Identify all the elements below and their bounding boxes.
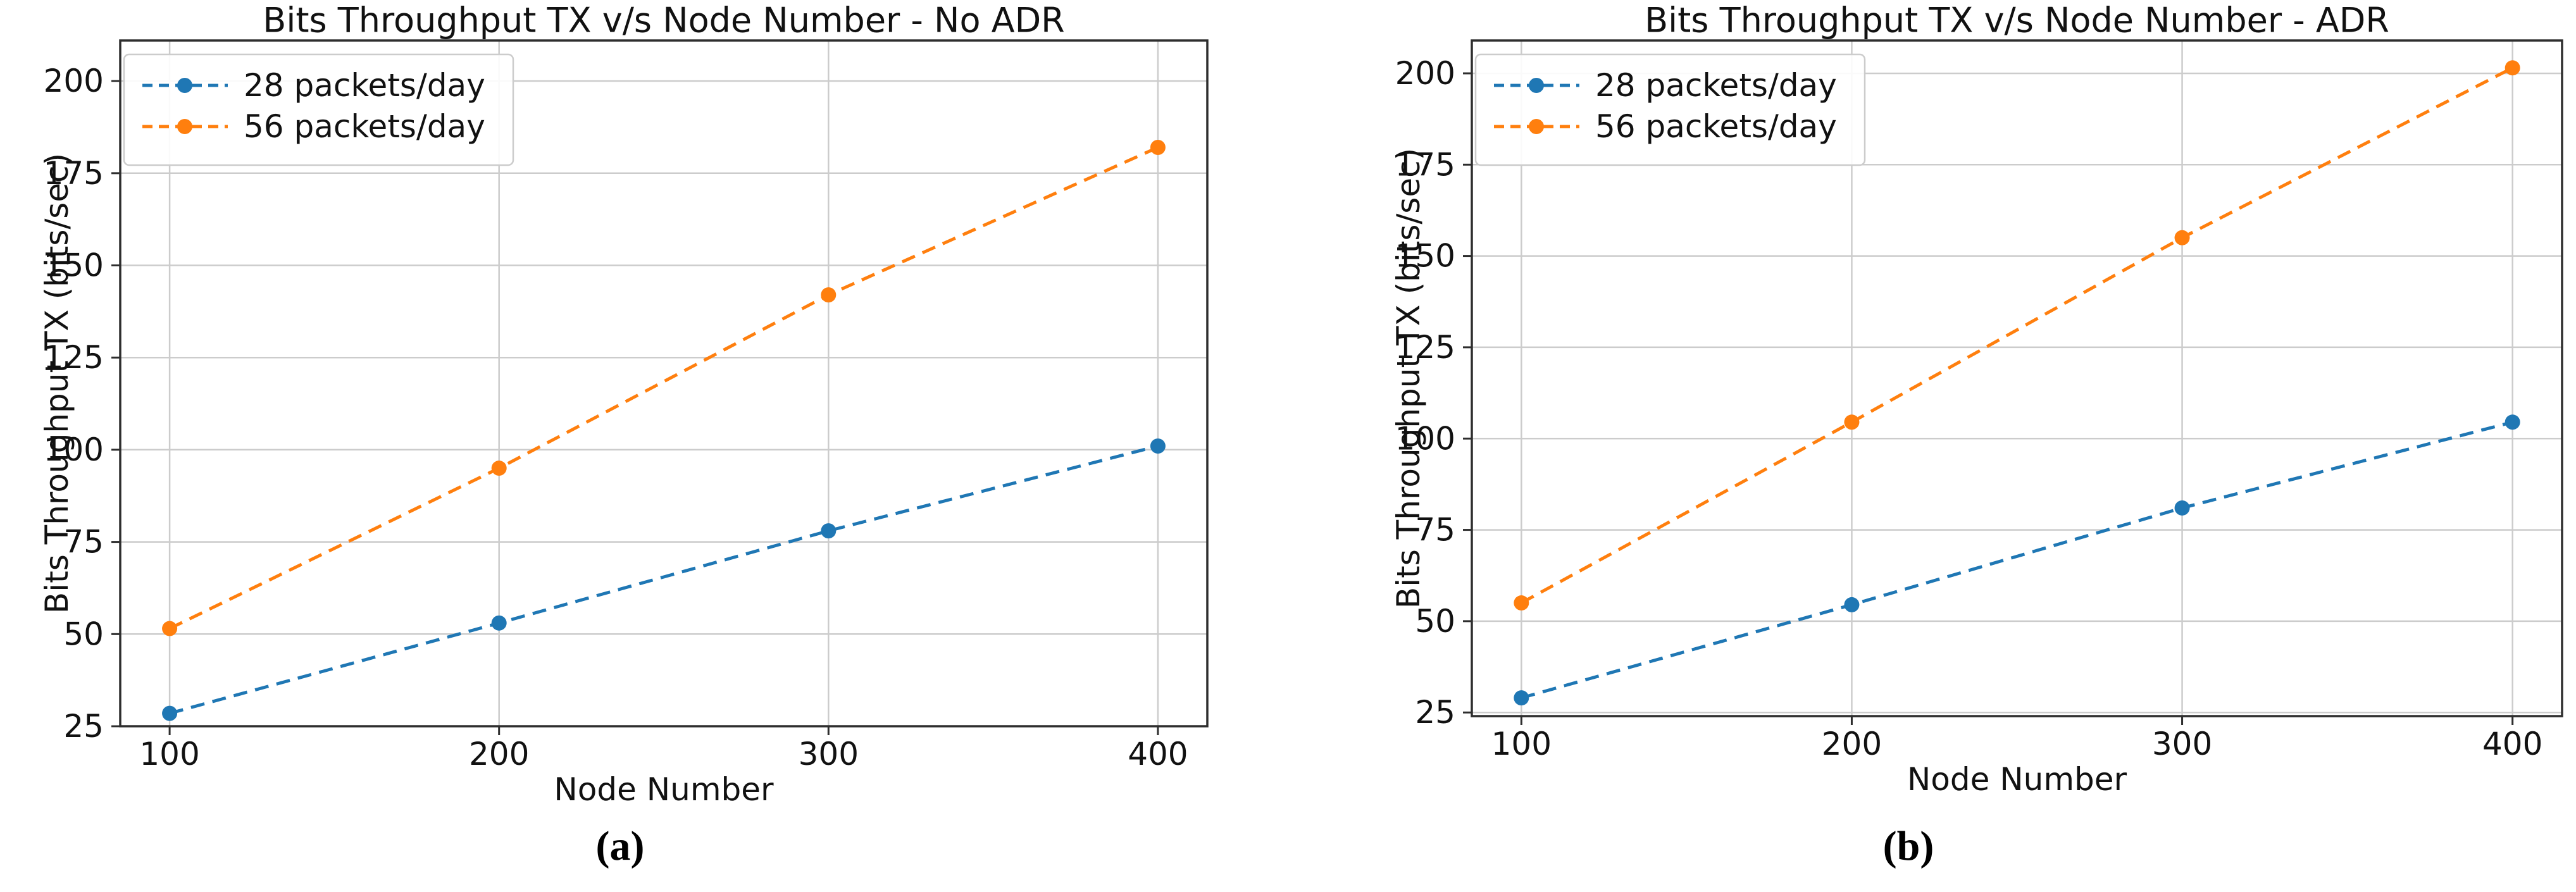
caption-a-close: ) (630, 823, 645, 869)
chart-b-canvas: 25 50 75 100 125 150 175 200 100 200 300 400 28 pack… (1390, 1, 2563, 798)
data-point-marker (491, 461, 507, 476)
y-tick-label: 75 (1415, 512, 1455, 548)
x-tick-label: 100 (1491, 726, 1552, 762)
data-point-marker (2174, 500, 2190, 516)
chart-panel-b: 25 50 75 100 125 150 175 200 100 200 300 400 28 pack… (1288, 0, 2576, 892)
data-point-marker (1150, 140, 1166, 156)
y-tick-label: 100 (44, 431, 104, 468)
series-line (1521, 66, 2513, 605)
y-tick-label: 150 (1395, 238, 1455, 275)
y-axis-label: Bits Throughput TX (bits/sec) (39, 153, 75, 614)
legend-box (1474, 53, 1866, 166)
x-tick-label: 300 (2152, 726, 2212, 762)
legend-sample-marker (1529, 119, 1544, 134)
gridlines (1472, 40, 2562, 716)
series-28-packets-day (162, 438, 1166, 721)
y-tick-label: 50 (1415, 603, 1455, 640)
x-tick-label: 400 (2482, 726, 2542, 762)
legend: 28 packets/day 56 packets/day (1474, 53, 1866, 166)
legend-entry-label: 56 packets/day (1595, 108, 1837, 145)
plot-border (1471, 39, 2563, 717)
legend-entry-label: 28 packets/day (244, 67, 485, 104)
data-point-marker (491, 615, 507, 631)
legend-sample-marker (1529, 78, 1544, 93)
data-point-marker (821, 287, 837, 303)
y-tick-label: 150 (44, 247, 104, 284)
caption-b-letter: b (1896, 823, 1920, 869)
data-point-marker (1844, 414, 1860, 430)
legend-sample-marker (177, 119, 192, 134)
y-tick-label: 175 (44, 155, 104, 192)
y-tick-label: 200 (44, 63, 104, 99)
x-axis-label: Node Number (1907, 761, 2127, 798)
data-point-marker (1514, 595, 1529, 611)
data-point-marker (1150, 438, 1166, 454)
series-56-packets-day (162, 140, 1166, 636)
caption-a: (a) (0, 822, 1240, 870)
series-line (1521, 420, 2513, 700)
y-axis-label: Bits Throughput TX (bits/sec) (1390, 148, 1427, 609)
caption-a-letter: a (609, 823, 631, 869)
y-tick-label: 100 (1395, 420, 1455, 457)
x-axis-label: Node Number (554, 771, 774, 808)
data-point-marker (821, 523, 837, 539)
data-point-marker (2504, 60, 2520, 76)
axes: 25 50 75 100 125 150 175 200 100 200 300 400 (44, 63, 1188, 772)
x-tick-label: 200 (1822, 726, 1882, 762)
chart-title: Bits Throughput TX v/s Node Number - ADR (1645, 1, 2389, 40)
caption-a-open: ( (595, 823, 610, 869)
y-tick-label: 25 (63, 708, 104, 745)
legend-entry-label: 56 packets/day (244, 108, 485, 145)
legend: 28 packets/day 56 packets/day (123, 53, 514, 166)
series-56-packets-day (1514, 60, 2520, 611)
series-line (168, 146, 1159, 630)
y-tick-label: 175 (1395, 146, 1455, 183)
y-tick-label: 50 (63, 616, 104, 652)
y-tick-label: 25 (1415, 694, 1455, 731)
axes: 25 50 75 100 125 150 175 200 100 200 300 400 (1395, 55, 2543, 762)
legend-entry-label: 28 packets/day (1595, 67, 1837, 104)
data-point-marker (162, 705, 178, 721)
data-point-marker (162, 621, 178, 636)
caption-b: (b) (1288, 822, 2529, 870)
y-tick-label: 75 (63, 524, 104, 561)
caption-b-open: ( (1882, 823, 1897, 869)
y-tick-label: 125 (44, 339, 104, 376)
data-point-marker (1844, 597, 1860, 612)
legend-box (123, 53, 514, 166)
caption-b-close: ) (1920, 823, 1934, 869)
data-point-marker (1514, 690, 1529, 706)
x-tick-label: 300 (799, 736, 859, 772)
x-tick-label: 400 (1128, 736, 1188, 772)
legend-sample-marker (177, 78, 192, 93)
series-28-packets-day (1514, 414, 2520, 706)
series-line (169, 444, 1159, 715)
x-tick-label: 200 (469, 736, 529, 772)
y-tick-label: 125 (1395, 329, 1455, 366)
y-tick-label: 200 (1395, 55, 1455, 92)
x-tick-label: 100 (139, 736, 199, 772)
chart-title: Bits Throughput TX v/s Node Number - No … (263, 1, 1064, 40)
chart-panel-a: 25 50 75 100 125 150 175 200 100 200 300 400 28 pack… (0, 1, 1240, 870)
plot-border (119, 39, 1209, 728)
data-point-marker (2504, 414, 2520, 430)
chart-a-canvas: 25 50 75 100 125 150 175 200 100 200 300 400 28 pack… (39, 1, 1209, 808)
data-point-marker (2174, 230, 2190, 245)
